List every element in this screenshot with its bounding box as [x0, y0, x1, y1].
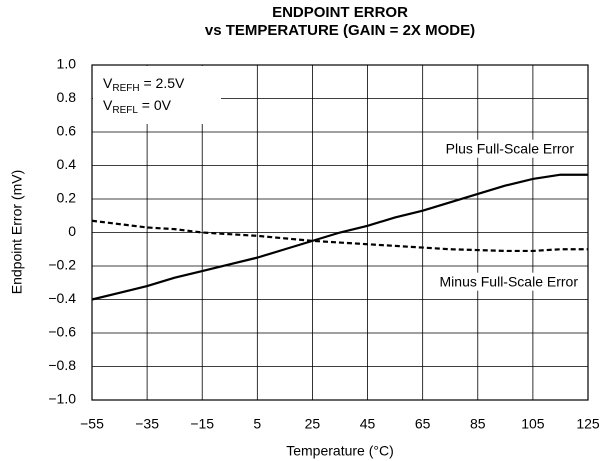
annotation-text: = 0V	[138, 97, 172, 113]
y-tick-label: −0.4	[48, 290, 76, 306]
annotation-subscript: REFH	[112, 83, 139, 94]
annotation: VREFL = 0V	[103, 97, 172, 116]
y-tick-label: 0.2	[57, 190, 77, 206]
series-label: Plus Full-Scale Error	[446, 141, 575, 157]
series-label-bg	[442, 139, 578, 158]
y-tick-label: −0.8	[48, 357, 76, 373]
y-axis-title: Endpoint Error (mV)	[9, 170, 25, 294]
series-label: Minus Full-Scale Error	[440, 274, 579, 290]
plot-frame	[91, 64, 589, 401]
annotation-subscript: REFL	[112, 105, 138, 116]
x-tick-label: 65	[415, 416, 431, 432]
series-line	[91, 219, 588, 253]
x-tick-label: 85	[470, 416, 486, 432]
x-axis-title: Temperature (°C)	[286, 443, 394, 459]
annotation: VREFH = 2.5V	[103, 75, 185, 94]
x-tick-label: −55	[80, 416, 104, 432]
y-tick-label: −0.6	[48, 324, 76, 340]
annotation-base: V	[103, 97, 113, 113]
y-tick-label: 0	[68, 223, 76, 239]
x-tick-label: −15	[190, 416, 214, 432]
annotation-base: V	[103, 75, 113, 91]
x-tick-label: 45	[360, 416, 376, 432]
x-tick-label: −35	[135, 416, 159, 432]
y-tick-label: 1.0	[57, 56, 77, 72]
chart-title: vs TEMPERATURE (GAIN = 2X MODE)	[205, 22, 475, 39]
x-tick-label: 125	[576, 416, 600, 432]
x-tick-label: 105	[521, 416, 545, 432]
y-tick-label: −0.2	[48, 257, 76, 273]
y-tick-label: 0.6	[57, 123, 77, 139]
series-line	[91, 173, 588, 301]
x-tick-label: 25	[305, 416, 321, 432]
annotation-box	[93, 66, 221, 124]
y-tick-label: −1.0	[48, 391, 76, 407]
series-label-bg	[436, 272, 582, 291]
chart-title: ENDPOINT ERROR	[272, 4, 408, 21]
annotation-text: = 2.5V	[140, 75, 185, 91]
y-tick-label: 0.8	[57, 89, 77, 105]
y-tick-label: 0.4	[57, 156, 77, 172]
x-tick-label: 5	[253, 416, 261, 432]
